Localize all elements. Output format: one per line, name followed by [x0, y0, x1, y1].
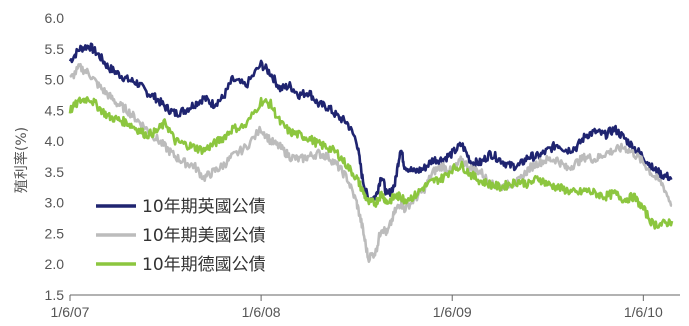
x-tick-label: 1/6/10 — [624, 304, 663, 320]
series-lines — [68, 42, 674, 263]
legend-label: 10年期德國公債 — [142, 255, 266, 275]
y-tick-label: 6.0 — [45, 10, 65, 26]
legend-label: 10年期美國公債 — [142, 226, 266, 246]
x-tick-label: 1/6/07 — [51, 304, 90, 320]
series-line-1 — [69, 62, 673, 263]
series-line-2 — [68, 96, 674, 230]
y-tick-label: 5.5 — [45, 41, 65, 57]
y-axis-label: 殖利率(%) — [13, 127, 30, 193]
y-tick-label: 3.5 — [45, 164, 65, 180]
y-tick-label: 2.5 — [45, 225, 65, 241]
y-tick-label: 4.5 — [45, 102, 65, 118]
y-tick-label: 1.5 — [45, 287, 65, 303]
series-line-0 — [68, 42, 673, 205]
legend-label: 10年期英國公債 — [142, 197, 266, 217]
x-ticks: 1/6/07 1/6/08 1/6/09 1/6/10 — [51, 295, 663, 320]
y-tick-label: 2.0 — [45, 256, 65, 272]
y-tick-label: 4.0 — [45, 133, 65, 149]
x-tick-label: 1/6/09 — [433, 304, 472, 320]
x-tick-label: 1/6/08 — [242, 304, 281, 320]
y-tick-labels: 1.5 2.0 2.5 3.0 3.5 4.0 4.5 5.0 5.5 6.0 — [45, 10, 65, 303]
legend: 10年期英國公債 10年期美國公債 10年期德國公債 — [96, 197, 266, 275]
y-tick-label: 3.0 — [45, 195, 65, 211]
y-tick-label: 5.0 — [45, 72, 65, 88]
